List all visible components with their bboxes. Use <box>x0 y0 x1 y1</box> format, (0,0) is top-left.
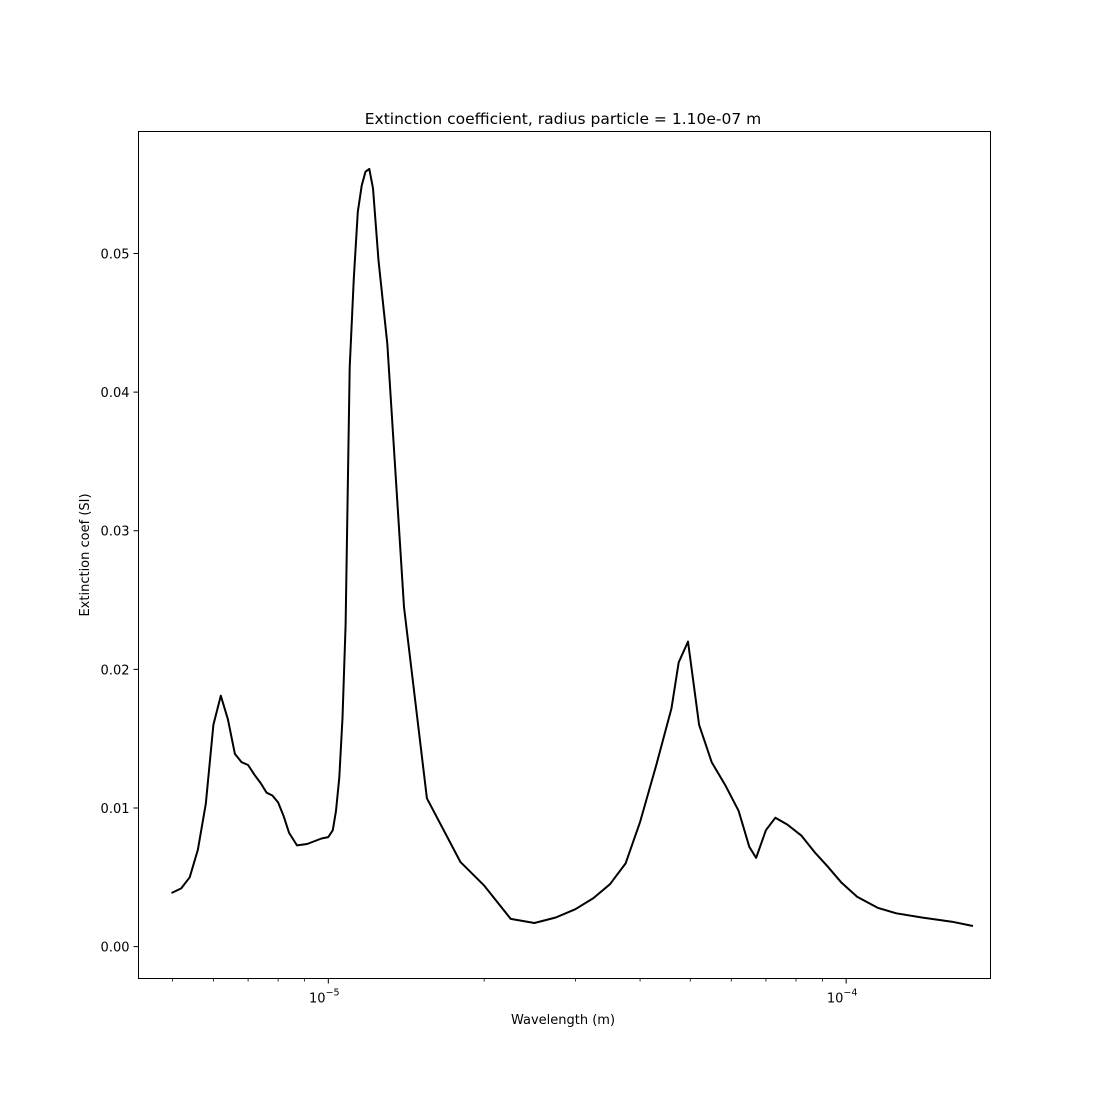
x-tick-label-exponent: −4 <box>843 988 857 999</box>
x-tick-label-base: 10 <box>309 992 326 1007</box>
y-tick-label: 0.04 <box>101 386 130 401</box>
x-tick-label-exponent: −5 <box>326 988 340 999</box>
x-axis-label: Wavelength (m) <box>511 1013 615 1028</box>
x-axis-ticks: 10−5 10−4 <box>172 978 858 1007</box>
y-tick-label: 0.03 <box>101 525 130 540</box>
y-axis-ticks: 0.00 0.01 0.02 0.03 0.04 0.05 <box>101 247 139 956</box>
y-tick-label: 0.05 <box>101 247 130 262</box>
y-axis-label: Extinction coef (SI) <box>78 493 93 616</box>
x-tick-label: 10−4 <box>827 988 858 1007</box>
y-tick-label: 0.01 <box>101 802 130 817</box>
x-tick-label-base: 10 <box>827 992 844 1007</box>
y-tick-label: 0.02 <box>101 663 130 678</box>
extinction-curve <box>171 167 974 927</box>
chart-title: Extinction coefficient, radius particle … <box>365 110 762 128</box>
plot-frame <box>138 131 991 979</box>
y-tick-label: 0.00 <box>101 941 130 956</box>
x-tick-label: 10−5 <box>309 988 340 1007</box>
